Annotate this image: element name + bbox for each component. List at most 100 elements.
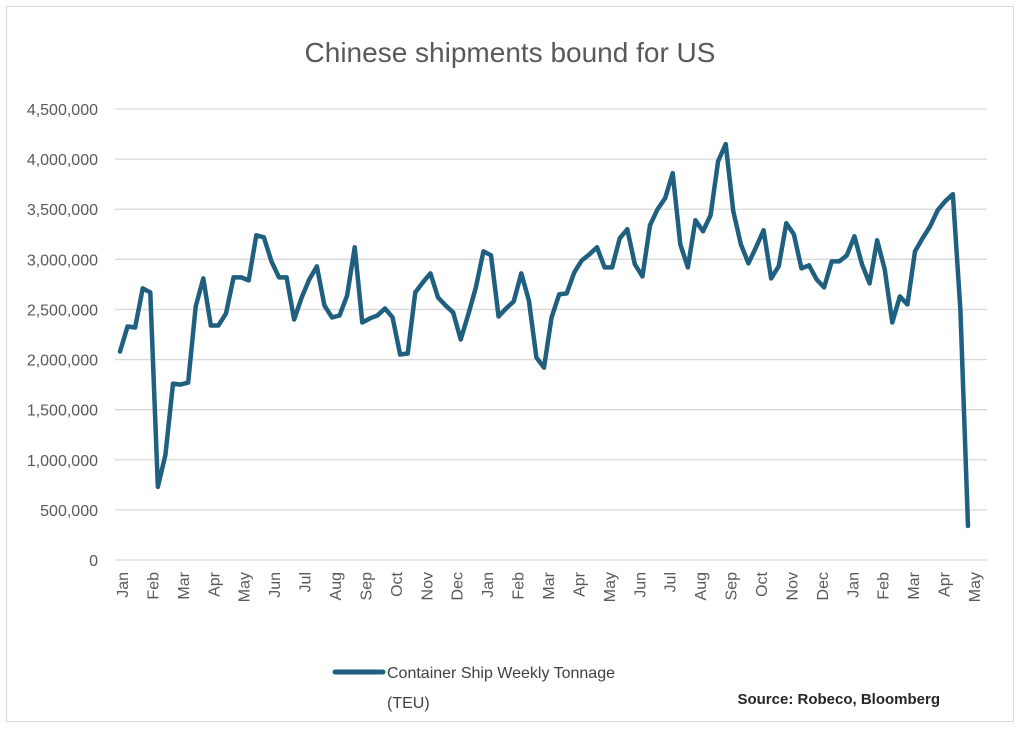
data-point <box>731 209 736 214</box>
data-point <box>625 227 630 232</box>
data-point <box>935 208 940 213</box>
legend-label-unit: (TEU) <box>387 695 430 712</box>
y-tick-label: 4,000,000 <box>27 152 98 169</box>
data-point <box>648 223 652 228</box>
x-tick-label: Mar <box>176 571 193 599</box>
data-point <box>375 313 380 318</box>
data-point <box>632 262 637 267</box>
x-tick-label: Nov <box>419 572 436 600</box>
data-point <box>867 281 872 286</box>
data-point <box>708 213 713 218</box>
y-tick-label: 500,000 <box>40 503 98 520</box>
x-tick-label: Jan <box>115 572 132 598</box>
data-point <box>564 291 569 296</box>
x-tick-label: Sep <box>358 572 375 601</box>
data-point <box>163 452 168 457</box>
data-point <box>504 306 509 311</box>
data-point <box>330 315 334 320</box>
data-point <box>572 270 577 275</box>
data-point <box>337 313 342 318</box>
data-point <box>186 380 191 385</box>
y-tick-label: 3,500,000 <box>27 202 98 219</box>
x-tick-label: Aug <box>328 572 345 600</box>
data-point <box>269 259 274 264</box>
data-point <box>216 323 221 328</box>
data-point <box>261 235 266 240</box>
data-point <box>299 295 304 300</box>
data-point <box>610 265 615 270</box>
x-tick-label: Feb <box>876 572 893 600</box>
data-point <box>398 352 403 357</box>
data-point <box>655 207 660 212</box>
data-point <box>148 290 153 295</box>
x-tick-label: Mar <box>541 571 558 599</box>
x-tick-label: Dec <box>815 572 832 600</box>
x-tick-label: Jan <box>480 572 497 598</box>
data-point <box>791 232 796 237</box>
data-point <box>307 277 312 282</box>
data-point <box>913 249 917 254</box>
data-point <box>534 355 539 360</box>
data-point <box>663 196 668 201</box>
data-point <box>345 293 350 298</box>
data-point <box>254 233 259 238</box>
chart-title: Chinese shipments bound for US <box>305 37 716 68</box>
x-tick-label: Feb <box>145 572 162 600</box>
data-point <box>670 171 675 176</box>
data-point <box>458 337 463 342</box>
data-point <box>193 304 198 309</box>
data-point <box>526 298 531 303</box>
data-point <box>171 381 175 386</box>
data-point <box>602 265 607 270</box>
x-axis-ticks: Jan Feb Mar Apr May Jun Jul Aug Sep Oct Nov Dec Jan F… <box>115 571 984 602</box>
data-point <box>966 523 970 528</box>
series-layer <box>117 141 971 529</box>
data-point <box>277 275 281 280</box>
x-tick-label: May <box>602 572 619 602</box>
series-line-container-ship-weekly-tonnage <box>117 141 971 529</box>
data-point <box>807 263 811 268</box>
data-point <box>473 285 478 290</box>
data-point <box>451 310 456 315</box>
x-tick-label: Aug <box>693 572 710 600</box>
data-point <box>701 229 705 234</box>
data-point <box>292 317 297 322</box>
x-tick-label: Jan <box>845 572 862 598</box>
data-point <box>239 275 244 280</box>
data-point <box>178 382 183 387</box>
data-point <box>481 249 486 254</box>
x-tick-label: Sep <box>724 572 741 601</box>
data-point <box>428 271 433 276</box>
x-tick-label: Oct <box>754 571 771 596</box>
y-tick-label: 2,000,000 <box>27 353 98 370</box>
x-tick-label: Apr <box>571 571 588 597</box>
data-point <box>413 290 418 295</box>
data-point <box>420 280 425 285</box>
data-point <box>133 325 138 330</box>
legend-label: Container Ship Weekly Tonnage <box>387 665 615 682</box>
data-point <box>367 316 372 321</box>
data-point <box>882 267 887 272</box>
data-point <box>685 265 690 270</box>
x-tick-label: May <box>237 572 254 602</box>
data-point <box>496 314 501 319</box>
data-point <box>201 276 206 281</box>
data-point <box>723 142 728 147</box>
y-tick-label: 1,500,000 <box>27 403 98 420</box>
x-tick-label: Jul <box>663 572 680 592</box>
x-tick-label: Dec <box>450 572 467 600</box>
data-point <box>390 315 395 320</box>
data-point <box>716 159 721 164</box>
x-tick-label: Mar <box>906 571 923 599</box>
data-point <box>920 236 925 241</box>
data-point <box>443 303 448 308</box>
x-tick-label: Apr <box>937 571 954 597</box>
data-point <box>829 259 834 264</box>
data-point <box>784 221 789 226</box>
data-point <box>814 277 819 282</box>
data-point <box>155 484 160 489</box>
data-point <box>769 276 774 281</box>
data-point <box>322 303 327 308</box>
data-point <box>943 199 948 204</box>
data-point <box>950 192 955 197</box>
